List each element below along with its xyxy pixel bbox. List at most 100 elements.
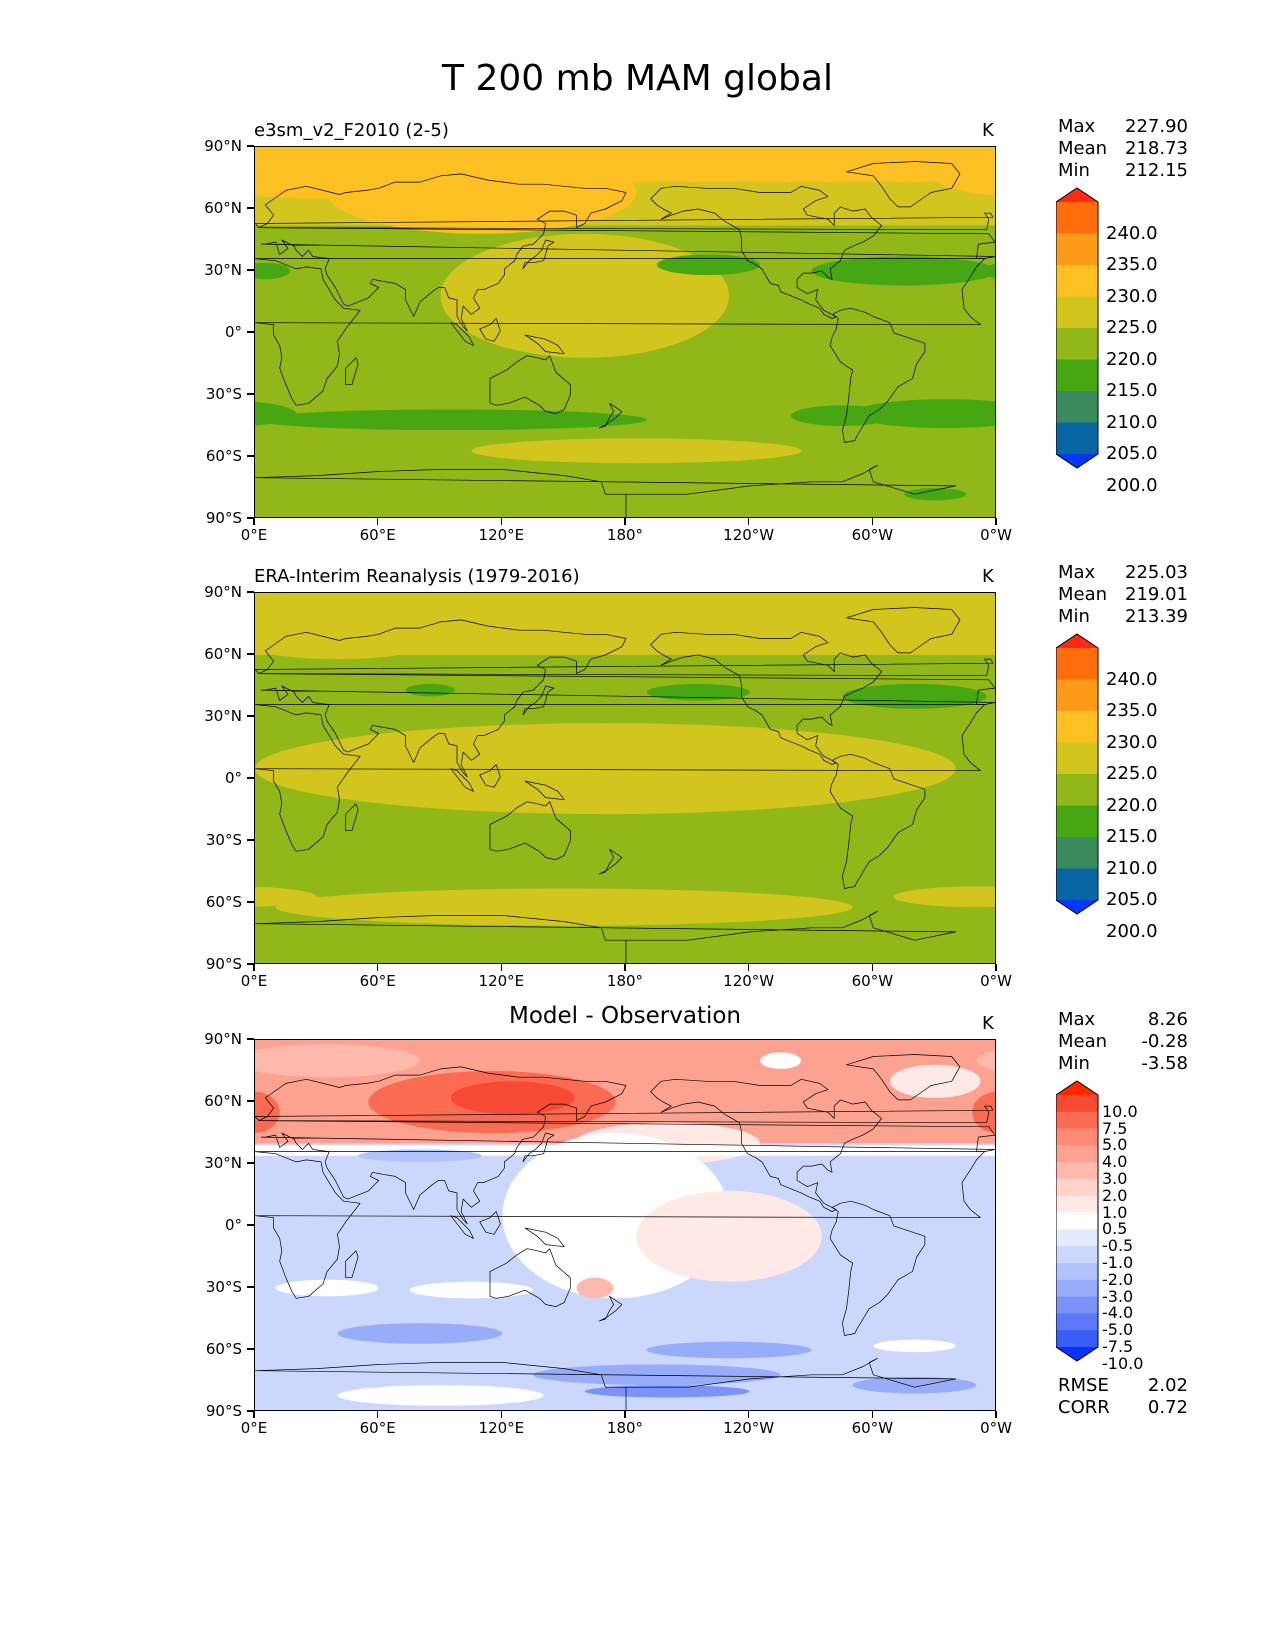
- lat-tick: [247, 839, 254, 841]
- colorbar-segment: [1056, 1229, 1098, 1247]
- coastline: [489, 355, 571, 414]
- lat-label: 60°N: [204, 199, 242, 217]
- field-contour: [982, 263, 995, 279]
- colorbar-segment: [1056, 233, 1098, 266]
- stat-value: 218.73: [1125, 138, 1188, 159]
- colorbar-segment: [1056, 1145, 1098, 1163]
- field-contour: [255, 262, 291, 280]
- lat-tick: [247, 455, 254, 457]
- field-contour: [337, 1323, 503, 1344]
- units-label: K: [982, 1013, 994, 1034]
- lat-tick: [247, 653, 254, 655]
- lat-tick: [247, 1410, 254, 1412]
- coastline: [479, 764, 501, 788]
- coastline: [255, 1357, 957, 1410]
- lon-label: 120°W: [723, 972, 775, 990]
- lon-label: 0°E: [240, 972, 268, 990]
- colorbar-extend-top: [1056, 188, 1098, 202]
- lat-label: 60°S: [205, 893, 242, 911]
- lat-tick: [247, 517, 254, 519]
- colorbar-label: 215.0: [1106, 380, 1158, 401]
- stat-row: Max 227.90: [1058, 116, 1188, 138]
- field-contour: [976, 1050, 995, 1071]
- map-panel-1: e3sm_v2_F2010 (2-5) K 90°N 60°N 30°N 0° 30°S 60…: [0, 116, 1275, 560]
- colorbar-segment: [1056, 742, 1098, 775]
- lon-tick: [748, 518, 750, 525]
- colorbar-label: 235.0: [1106, 700, 1158, 721]
- lat-label: 0°: [224, 1216, 242, 1234]
- lat-tick: [247, 1224, 254, 1226]
- coastline: [846, 1054, 961, 1101]
- colorbar-segment: [1056, 868, 1098, 901]
- units-label: K: [982, 120, 994, 141]
- colorbar-label: 235.0: [1106, 254, 1158, 275]
- colorbar-label: -10.0: [1102, 1353, 1144, 1373]
- colorbar: [1056, 633, 1099, 915]
- stat-name: Max: [1058, 116, 1096, 137]
- lon-tick: [253, 964, 255, 971]
- colorbar-segment: [1056, 1162, 1098, 1180]
- coastline: [255, 1105, 994, 1124]
- lat-tick: [247, 1162, 254, 1164]
- colorbar-label: 5.0: [1102, 1135, 1128, 1155]
- lat-label: 90°N: [204, 583, 242, 601]
- colorbar-label: 210.0: [1106, 857, 1158, 879]
- lat-tick: [247, 1348, 254, 1350]
- colorbar-label: 230.0: [1106, 285, 1158, 307]
- colorbar-label: 1.0: [1102, 1202, 1128, 1222]
- lat-label: 60°S: [205, 447, 242, 465]
- colorbar-segment: [1056, 328, 1098, 360]
- colorbar-segment: [1056, 679, 1098, 712]
- lon-label: 60°W: [851, 972, 894, 990]
- colorbar-label: 205.0: [1106, 889, 1158, 910]
- lon-label: 120°E: [478, 526, 525, 544]
- colorbar-extend-bottom: [1056, 454, 1098, 468]
- lon-label: 0°W: [980, 1419, 1012, 1437]
- stat-row: Mean -0.28: [1058, 1031, 1188, 1053]
- coastline: [255, 258, 985, 406]
- field-contour: [255, 1091, 280, 1133]
- colorbar-label: 3.0: [1102, 1169, 1128, 1188]
- stat-row: Min -3.58: [1058, 1053, 1188, 1075]
- lon-label: 120°E: [478, 972, 525, 990]
- coastline: [522, 1132, 555, 1163]
- colorbar-label: 215.0: [1106, 826, 1158, 847]
- lat-tick: [247, 715, 254, 717]
- contour-map: [254, 1039, 996, 1411]
- stat-value: 219.01: [1125, 584, 1188, 605]
- lat-tick: [247, 963, 254, 965]
- lat-tick: [247, 1038, 254, 1040]
- metric-row: RMSE 2.02: [1058, 1375, 1188, 1397]
- stat-name: Min: [1058, 606, 1090, 627]
- field-contour: [275, 888, 853, 926]
- field-contour: [636, 1190, 822, 1282]
- coastline: [479, 318, 501, 342]
- colorbar-label: -7.5: [1102, 1337, 1134, 1356]
- coastline: [255, 212, 994, 231]
- metric-name: CORR: [1058, 1397, 1110, 1418]
- field-contour: [255, 593, 482, 660]
- colorbar-segment: [1056, 837, 1098, 869]
- lon-label: 60°E: [359, 1419, 396, 1437]
- field-contour: [842, 683, 987, 709]
- coastline: [522, 239, 555, 270]
- lon-tick: [995, 1411, 997, 1418]
- coastline: [489, 801, 571, 860]
- colorbar-segment: [1056, 1195, 1098, 1214]
- coastline: [524, 780, 565, 801]
- panel-title: ERA-Interim Reanalysis (1979-2016): [254, 566, 580, 587]
- field-contour: [893, 886, 995, 908]
- stat-value: -3.58: [1141, 1053, 1188, 1074]
- coastline: [255, 658, 994, 677]
- colorbar-segment: [1056, 711, 1098, 743]
- colorbar-label: 220.0: [1106, 794, 1158, 816]
- lat-label: 90°S: [205, 509, 242, 527]
- stat-name: Mean: [1058, 138, 1108, 159]
- colorbar-segment: [1056, 1128, 1098, 1146]
- colorbar-segment: [1056, 391, 1098, 423]
- field-contour: [255, 157, 441, 199]
- colorbar-label: 7.5: [1102, 1118, 1128, 1138]
- stats-box: Max 227.90 Mean 218.73 Min 212.15: [1058, 116, 1188, 182]
- metric-row: CORR 0.72: [1058, 1397, 1188, 1419]
- colorbar-label: 240.0: [1106, 668, 1158, 690]
